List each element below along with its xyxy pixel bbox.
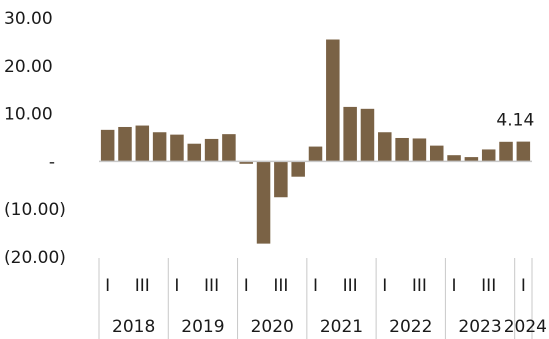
- quarter-label: III: [481, 276, 496, 296]
- y-axis-tick-labels: 30.00 20.00 10.00 - (10.00) (20.00): [4, 9, 66, 268]
- quarter-label: I: [521, 276, 526, 296]
- data-label: 4.14: [496, 111, 534, 131]
- bar: [308, 146, 323, 162]
- bar: [429, 145, 444, 162]
- bar: [395, 137, 409, 162]
- bar: [481, 149, 496, 162]
- bar: [412, 138, 427, 162]
- bar: [100, 129, 115, 162]
- quarter-label: I: [382, 276, 387, 296]
- bar: [378, 132, 392, 162]
- bar: [360, 108, 375, 162]
- year-label: 2021: [320, 317, 363, 337]
- year-label: 2019: [181, 317, 224, 337]
- bar: [187, 143, 202, 162]
- bar-series: [100, 39, 531, 244]
- bar: [516, 141, 531, 162]
- bar: [447, 155, 461, 162]
- data-labels: 4.14: [496, 111, 534, 131]
- y-tick-label: 30.00: [4, 9, 53, 29]
- quarter-label: III: [273, 276, 288, 296]
- quarter-label: III: [412, 276, 427, 296]
- y-tick-label: (10.00): [4, 200, 66, 220]
- bar: [343, 106, 357, 162]
- year-label: 2022: [389, 317, 432, 337]
- bar: [222, 134, 236, 162]
- bar: [135, 125, 150, 162]
- bar: [204, 138, 219, 162]
- quarter-label: III: [135, 276, 150, 296]
- y-tick-label: 20.00: [4, 57, 53, 77]
- bar: [274, 161, 288, 198]
- bar: [499, 141, 513, 162]
- bar: [152, 132, 167, 162]
- quarter-label: I: [313, 276, 318, 296]
- quarter-label: I: [105, 276, 110, 296]
- year-label: 2024: [504, 317, 547, 337]
- quarter-label: III: [204, 276, 219, 296]
- quarter-label: I: [174, 276, 179, 296]
- quarter-label: I: [244, 276, 249, 296]
- bar: [170, 134, 184, 162]
- bar: [291, 161, 305, 177]
- quarter-label: III: [343, 276, 358, 296]
- y-tick-label: -: [49, 152, 55, 172]
- year-label: 2023: [458, 317, 501, 337]
- y-tick-label: 10.00: [4, 105, 53, 125]
- y-tick-label: (20.00): [4, 248, 66, 268]
- bar: [239, 161, 253, 164]
- year-label: 2020: [251, 317, 294, 337]
- bar: [464, 157, 479, 162]
- year-label: 2018: [112, 317, 155, 337]
- bar: [118, 126, 132, 162]
- bar: [326, 39, 340, 162]
- bar: [256, 161, 271, 244]
- quarter-label: I: [452, 276, 457, 296]
